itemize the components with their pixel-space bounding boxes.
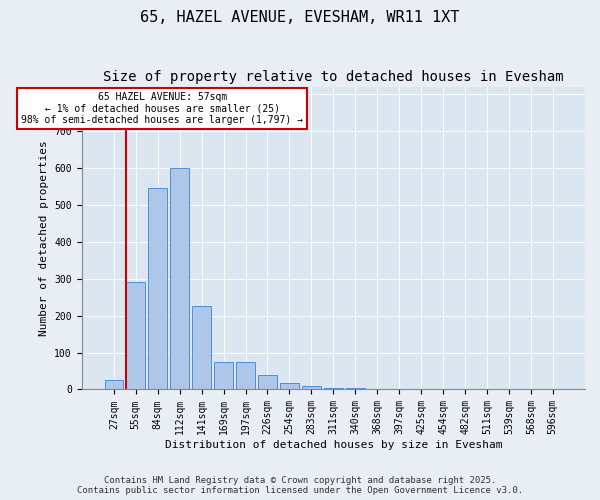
Bar (302, 386, 321, 390)
Bar (104, 380, 123, 390)
Bar (324, 388, 343, 390)
Bar (148, 188, 167, 390)
Text: 65, HAZEL AVENUE, EVESHAM, WR11 1XT: 65, HAZEL AVENUE, EVESHAM, WR11 1XT (140, 10, 460, 25)
Text: Contains HM Land Registry data © Crown copyright and database right 2025.
Contai: Contains HM Land Registry data © Crown c… (77, 476, 523, 495)
Bar (127, 282, 145, 390)
Y-axis label: Number of detached properties: Number of detached properties (39, 140, 49, 336)
Bar (193, 306, 211, 390)
Bar (346, 388, 365, 390)
Text: 65 HAZEL AVENUE: 57sqm
← 1% of detached houses are smaller (25)
98% of semi-deta: 65 HAZEL AVENUE: 57sqm ← 1% of detached … (21, 92, 303, 126)
Bar (236, 362, 255, 390)
Bar (368, 388, 386, 390)
Bar (280, 383, 299, 390)
Bar (258, 374, 277, 390)
Title: Size of property relative to detached houses in Evesham: Size of property relative to detached ho… (103, 70, 563, 84)
Bar (170, 168, 189, 390)
X-axis label: Distribution of detached houses by size in Evesham: Distribution of detached houses by size … (164, 440, 502, 450)
Bar (214, 362, 233, 390)
